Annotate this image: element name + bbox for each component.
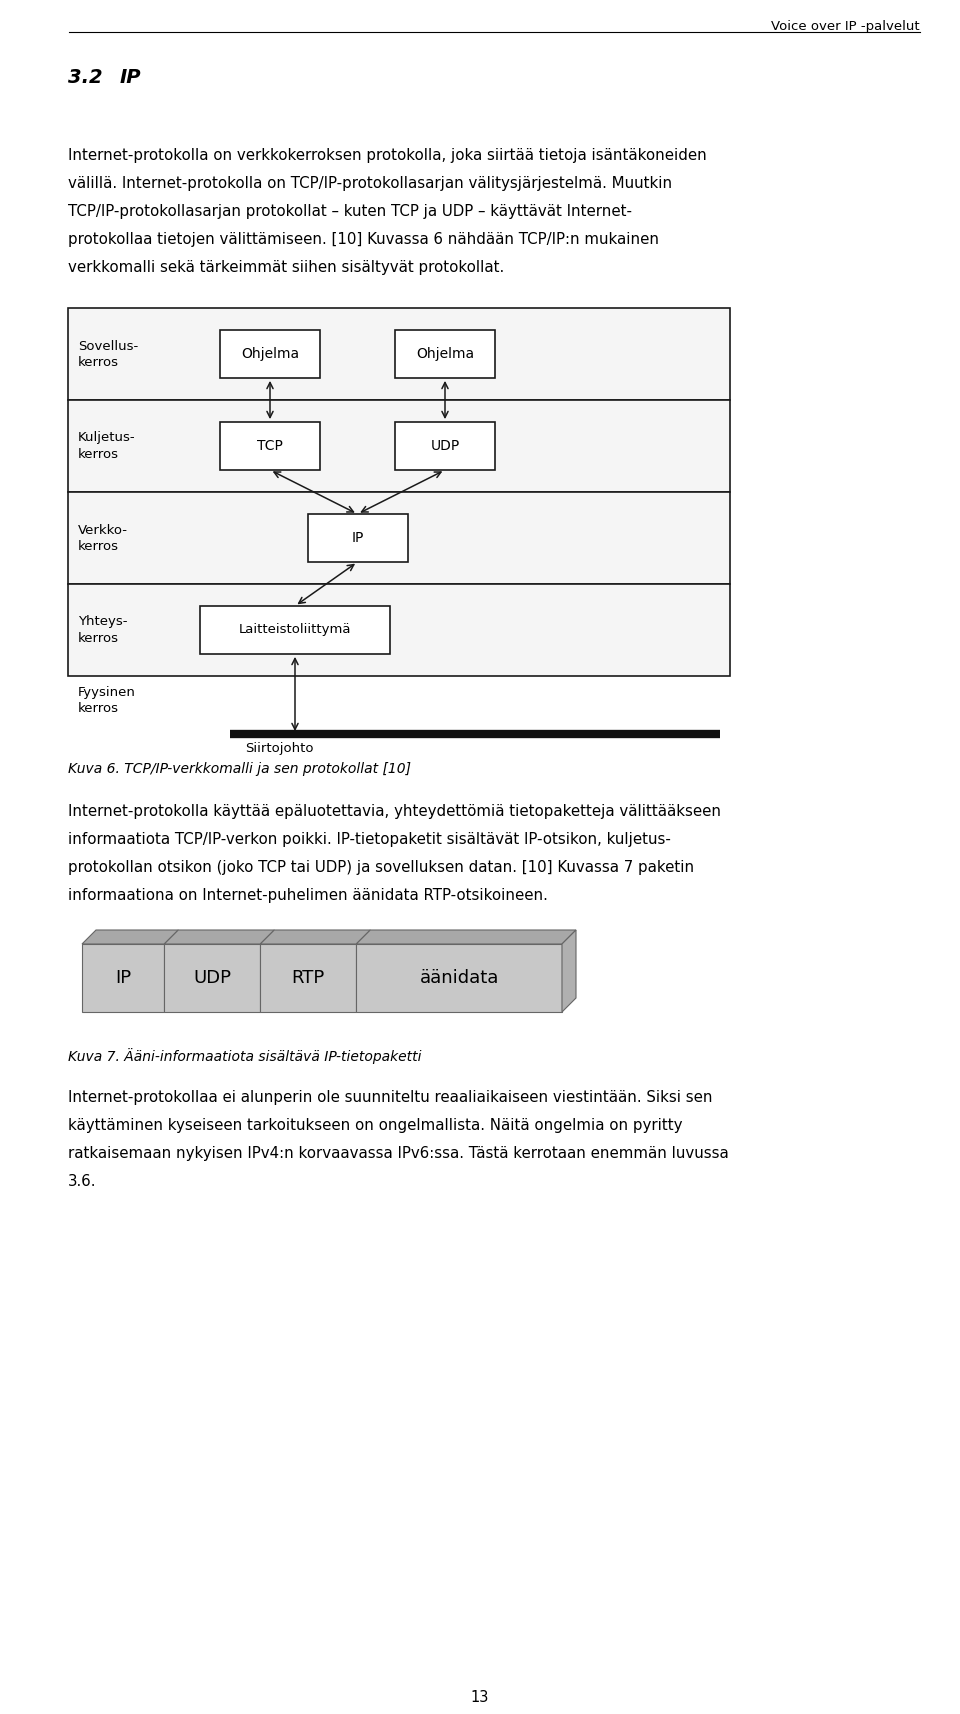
Text: informaatiota TCP/IP-verkon poikki. IP-tietopaketit sisältävät IP-otsikon, kulje: informaatiota TCP/IP-verkon poikki. IP-t… [68,831,671,847]
Bar [220,331,320,379]
Text: TCP/IP-protokollasarjan protokollat – kuten TCP ja UDP – käyttävät Internet-: TCP/IP-protokollasarjan protokollat – ku… [68,204,632,219]
Polygon shape [164,931,275,944]
Text: Verkko-
kerros: Verkko- kerros [78,523,128,552]
Text: 3.2: 3.2 [68,69,103,87]
Text: TCP: TCP [257,439,283,452]
Text: Laitteistoliittymä: Laitteistoliittymä [239,624,351,636]
Text: Ohjelma: Ohjelma [241,346,300,362]
Text: Voice over IP -palvelut: Voice over IP -palvelut [771,21,920,33]
Text: UDP: UDP [193,968,231,987]
Bar [260,944,356,1011]
Text: 13: 13 [470,1690,490,1705]
Text: Ohjelma: Ohjelma [416,346,474,362]
Bar [307,514,407,562]
Text: Sovellus-
kerros: Sovellus- kerros [78,339,138,369]
Bar [220,422,320,470]
Bar [68,309,730,399]
Text: Kuljetus-
kerros: Kuljetus- kerros [78,432,135,461]
Text: 3.6.: 3.6. [68,1174,97,1190]
Text: äänidata: äänidata [420,968,499,987]
Text: Siirtojohto: Siirtojohto [245,742,314,754]
Text: informaationa on Internet-puhelimen äänidata RTP-otsikoineen.: informaationa on Internet-puhelimen ääni… [68,888,548,903]
Text: Internet-protokolla on verkkokerroksen protokolla, joka siirtää tietoja isäntäko: Internet-protokolla on verkkokerroksen p… [68,147,707,163]
Text: Fyysinen
kerros: Fyysinen kerros [78,686,136,715]
Polygon shape [562,931,576,1011]
Text: Internet-protokolla käyttää epäluotettavia, yhteydettömiä tietopaketteja välittä: Internet-protokolla käyttää epäluotettav… [68,804,721,819]
Polygon shape [356,931,576,944]
Polygon shape [82,931,179,944]
Text: UDP: UDP [430,439,460,452]
Bar [395,331,495,379]
Text: IP: IP [120,69,141,87]
Text: verkkomalli sekä tärkeimmät siihen sisältyvät protokollat.: verkkomalli sekä tärkeimmät siihen sisäl… [68,261,504,274]
Bar [356,944,562,1011]
Text: Yhteys-
kerros: Yhteys- kerros [78,615,128,644]
Text: protokollaa tietojen välittämiseen. [10] Kuvassa 6 nähdään TCP/IP:n mukainen: protokollaa tietojen välittämiseen. [10]… [68,231,659,247]
Bar [200,607,390,655]
Text: IP: IP [115,968,132,987]
Polygon shape [260,931,371,944]
Bar [164,944,260,1011]
Bar [68,399,730,492]
Text: Internet-protokollaa ei alunperin ole suunniteltu reaaliaikaiseen viestintään. S: Internet-protokollaa ei alunperin ole su… [68,1090,712,1106]
Text: Kuva 7. Ääni-informaatiota sisältävä IP-tietopaketti: Kuva 7. Ääni-informaatiota sisältävä IP-… [68,1047,421,1064]
Text: Kuva 6. TCP/IP-verkkomalli ja sen protokollat [10]: Kuva 6. TCP/IP-verkkomalli ja sen protok… [68,763,411,776]
Bar [68,492,730,584]
Bar [82,944,164,1011]
Text: RTP: RTP [292,968,324,987]
Text: välillä. Internet-protokolla on TCP/IP-protokollasarjan välitysjärjestelmä. Muut: välillä. Internet-protokolla on TCP/IP-p… [68,177,672,190]
Text: käyttäminen kyseiseen tarkoitukseen on ongelmallista. Näitä ongelmia on pyritty: käyttäminen kyseiseen tarkoitukseen on o… [68,1118,683,1133]
Bar [395,422,495,470]
Text: IP: IP [351,531,364,545]
Text: ratkaisemaan nykyisen IPv4:n korvaavassa IPv6:ssa. Tästä kerrotaan enemmän luvus: ratkaisemaan nykyisen IPv4:n korvaavassa… [68,1147,729,1160]
Bar [68,584,730,675]
Text: protokollan otsikon (joko TCP tai UDP) ja sovelluksen datan. [10] Kuvassa 7 pake: protokollan otsikon (joko TCP tai UDP) j… [68,860,694,876]
